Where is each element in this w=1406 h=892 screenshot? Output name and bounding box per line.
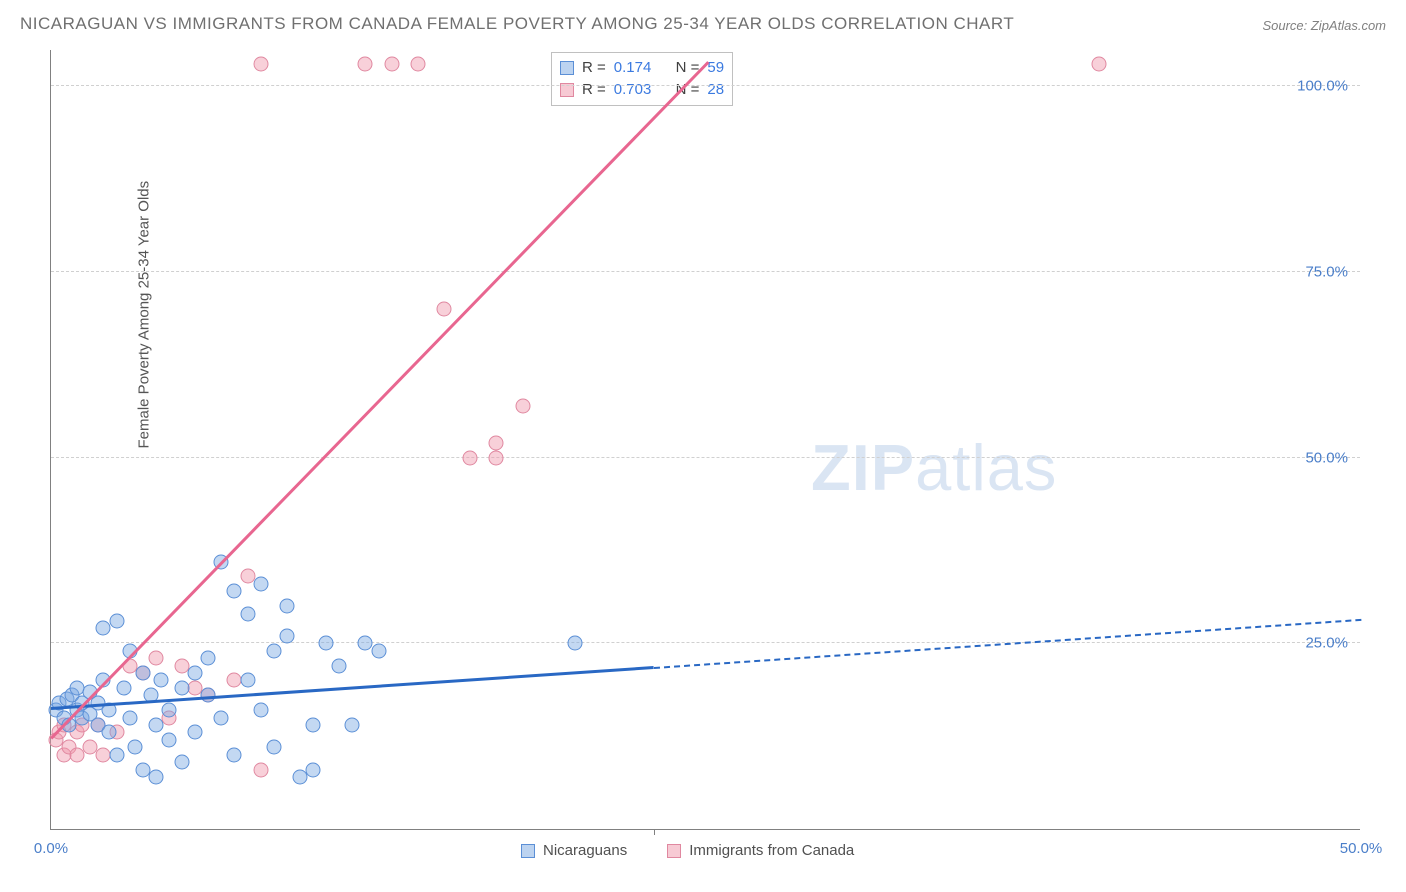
x-tick-label: 50.0% bbox=[1340, 840, 1383, 857]
x-tick bbox=[654, 829, 655, 835]
blue-point bbox=[122, 710, 137, 725]
blue-point bbox=[175, 755, 190, 770]
y-tick-label: 75.0% bbox=[1305, 263, 1348, 280]
blue-point bbox=[117, 680, 132, 695]
stats-row-pink: R = 0.703 N = 28 bbox=[560, 79, 724, 101]
blue-point bbox=[148, 718, 163, 733]
pink-point bbox=[410, 56, 425, 71]
gridline bbox=[51, 85, 1360, 86]
correlation-stats-box: R = 0.174 N = 59 R = 0.703 N = 28 bbox=[551, 52, 733, 106]
blue-point bbox=[148, 770, 163, 785]
blue-point bbox=[201, 651, 216, 666]
pink-point bbox=[437, 302, 452, 317]
blue-point bbox=[109, 747, 124, 762]
chart-title: NICARAGUAN VS IMMIGRANTS FROM CANADA FEM… bbox=[20, 14, 1014, 34]
legend-swatch-pink-icon bbox=[667, 844, 681, 858]
gridline bbox=[51, 457, 1360, 458]
blue-point bbox=[253, 703, 268, 718]
legend-item-pink: Immigrants from Canada bbox=[667, 842, 854, 859]
blue-point bbox=[154, 673, 169, 688]
pink-point bbox=[515, 398, 530, 413]
blue-point bbox=[332, 658, 347, 673]
blue-point bbox=[371, 643, 386, 658]
pink-point bbox=[1092, 56, 1107, 71]
blue-point bbox=[266, 643, 281, 658]
x-tick-label: 0.0% bbox=[34, 840, 68, 857]
blue-point bbox=[253, 576, 268, 591]
swatch-blue-icon bbox=[560, 61, 574, 75]
blue-point bbox=[319, 636, 334, 651]
y-tick-label: 50.0% bbox=[1305, 449, 1348, 466]
blue-point bbox=[214, 710, 229, 725]
pink-point bbox=[463, 450, 478, 465]
blue-point bbox=[161, 703, 176, 718]
chart-plot-area: ZIPatlas R = 0.174 N = 59 R = 0.703 N = … bbox=[50, 50, 1360, 830]
blue-point bbox=[240, 673, 255, 688]
blue-point bbox=[306, 718, 321, 733]
blue-point bbox=[109, 614, 124, 629]
blue-point bbox=[188, 666, 203, 681]
blue-point bbox=[227, 584, 242, 599]
gridline bbox=[51, 642, 1360, 643]
blue-point bbox=[188, 725, 203, 740]
pink-point bbox=[253, 762, 268, 777]
blue-point bbox=[345, 718, 360, 733]
trend-line-blue-dash bbox=[654, 619, 1362, 669]
legend-item-blue: Nicaraguans bbox=[521, 842, 627, 859]
blue-point bbox=[227, 747, 242, 762]
blue-point bbox=[161, 732, 176, 747]
blue-point bbox=[306, 762, 321, 777]
pink-point bbox=[253, 56, 268, 71]
pink-point bbox=[489, 450, 504, 465]
blue-point bbox=[266, 740, 281, 755]
legend-swatch-blue-icon bbox=[521, 844, 535, 858]
source-label: Source: ZipAtlas.com bbox=[1262, 18, 1386, 33]
y-tick-label: 100.0% bbox=[1297, 78, 1348, 95]
pink-point bbox=[358, 56, 373, 71]
blue-point bbox=[240, 606, 255, 621]
trend-line-pink-solid bbox=[50, 62, 709, 740]
pink-point bbox=[384, 56, 399, 71]
legend: Nicaraguans Immigrants from Canada bbox=[521, 842, 854, 859]
blue-point bbox=[127, 740, 142, 755]
blue-point bbox=[568, 636, 583, 651]
blue-point bbox=[135, 666, 150, 681]
blue-point bbox=[175, 680, 190, 695]
blue-point bbox=[279, 628, 294, 643]
blue-point bbox=[279, 599, 294, 614]
watermark: ZIPatlas bbox=[811, 430, 1057, 505]
pink-point bbox=[489, 435, 504, 450]
blue-point bbox=[101, 725, 116, 740]
pink-point bbox=[148, 651, 163, 666]
gridline bbox=[51, 271, 1360, 272]
y-tick-label: 25.0% bbox=[1305, 635, 1348, 652]
